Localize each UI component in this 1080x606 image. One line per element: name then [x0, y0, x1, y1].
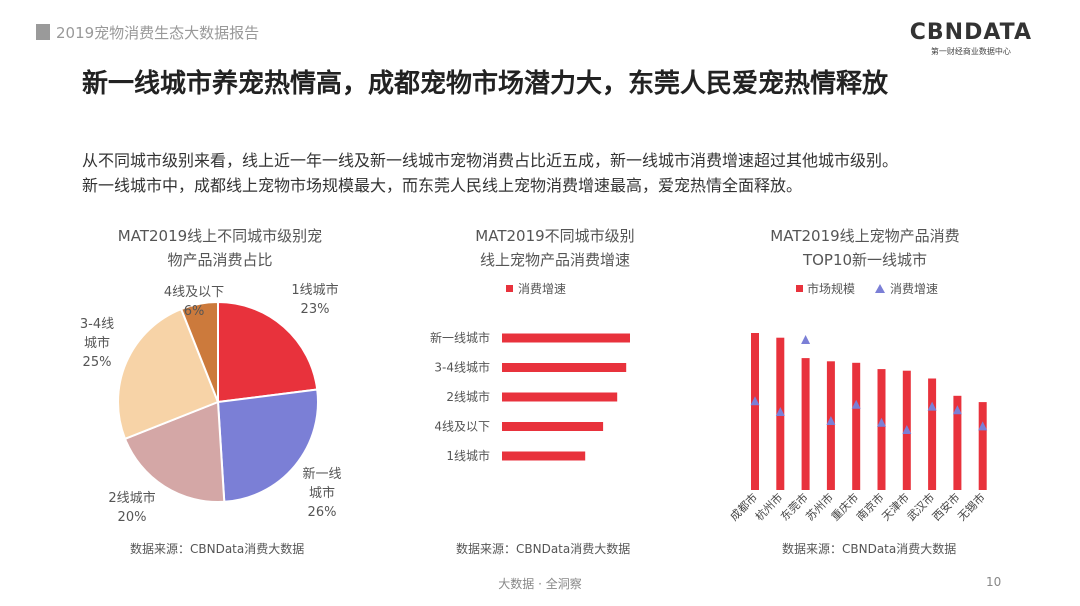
vbar-category-label: 无锡市 [955, 490, 988, 523]
pie-title-line-1: MAT2019线上不同城市级别宠 [117, 227, 323, 245]
logo-sub: 第一财经商业数据中心 [930, 47, 1011, 56]
vbar-category-label: 天津市 [879, 490, 912, 523]
vbar-category-label: 成都市 [727, 490, 760, 523]
pie-label-text: 4线及以下 [164, 285, 224, 300]
hbar-category-label: 1线城市 [446, 448, 490, 463]
vbar-bar-3 [826, 361, 835, 490]
vbar-bar-2 [801, 358, 810, 490]
pie-slice-1 [216, 388, 319, 503]
vbar-bar-5 [877, 369, 886, 490]
hbar-bar-2 [502, 392, 618, 402]
pie-label-text: 2线城市 [108, 490, 155, 506]
pie-chart-source: 数据来源：CBNData消费大数据 [130, 542, 305, 556]
pie-label-text: 23% [301, 302, 330, 317]
vbar-category-label: 南京市 [853, 490, 886, 523]
pie-label-1: 新一线城市 26% [302, 466, 341, 520]
vbar-marker-8 [952, 405, 962, 415]
vbar-marker-7 [927, 401, 937, 411]
hbar-category-label: 4线及以下 [434, 420, 490, 434]
hbar-bar-3 [502, 422, 604, 431]
vbar-title-line-2: TOP10新一线城市 [802, 251, 928, 269]
logo-main: CBNDATA [909, 20, 1032, 45]
pie-chart-title: MAT2019线上不同城市级别宠 物产品消费占比 [60, 224, 380, 272]
description-line-2: 新一线城市中，成都线上宠物市场规模最大，而东莞人民线上宠物消费增速最高，爱宠热情… [82, 176, 803, 195]
vbar-category-label: 重庆市 [828, 490, 861, 523]
vbar-legend-label-size: 市场规模 [807, 281, 855, 296]
hbar-bar-4 [502, 451, 586, 461]
pie-label-text: 城市 [309, 485, 335, 501]
pie-label-4: 4线及以下 6% [164, 285, 224, 319]
vbar-category-label: 杭州市 [752, 490, 785, 523]
pie-label-text: 1线城市 [291, 282, 338, 298]
vbar-marker-5 [877, 417, 886, 427]
hbar-category-label: 新一线城市 [430, 330, 490, 345]
vbar-marker-1 [775, 407, 785, 416]
vbar-category-label: 苏州市 [803, 490, 836, 523]
pie-slice-4 [179, 300, 219, 403]
hbar-legend-label: 消费增速 [518, 282, 566, 296]
vbar-marker-9 [978, 421, 988, 431]
vbar-marker-0 [750, 396, 760, 406]
report-title: 2019宠物消费生态大数据报告 [56, 24, 260, 42]
vbar-marker-3 [826, 416, 836, 425]
pie-title-line-2: 物产品消费占比 [167, 251, 273, 269]
hbar-chart-source: 数据来源：CBNData消费大数据 [456, 542, 631, 556]
vbar-bar-8 [953, 395, 962, 490]
vbar-legend-swatch-size [796, 285, 803, 292]
vbar-legend-label-growth: 消费增速 [890, 282, 938, 296]
pie-slice-0 [217, 300, 319, 404]
pie-label-text: 26% [308, 505, 337, 520]
vbar-category-label: 西安市 [929, 490, 962, 523]
hbar-bar-1 [502, 363, 627, 372]
vbar-marker-4 [851, 399, 861, 409]
vbar-category-label: 东莞市 [777, 490, 810, 523]
header-bar [36, 24, 50, 40]
vbar-bar-0 [751, 333, 759, 490]
description-line-1: 从不同城市级别来看，线上近一年一线及新一线城市宠物消费占比近五成，新一线城市消费… [82, 151, 899, 170]
pie-label-0: 1线城市 23% [291, 282, 338, 317]
hbar-title-line-1: MAT2019不同城市级别 [475, 227, 635, 245]
vbar-category-label: 武汉市 [904, 490, 937, 523]
vbar-bar-9 [978, 402, 987, 490]
vbar-bar-7 [928, 378, 937, 490]
vbar-title-line-1: MAT2019线上宠物产品消费 [770, 227, 960, 245]
pie-label-text: 新一线 [302, 466, 341, 482]
hbar-chart-title: MAT2019不同城市级别 线上宠物产品消费增速 [395, 224, 715, 272]
vbar-bar-4 [852, 362, 861, 490]
hbar-bar-0 [502, 333, 630, 343]
footer-text: 大数据 · 全洞察 [498, 577, 582, 591]
pie-label-text: 3-4线 [80, 317, 114, 332]
pie-label-text: 6% [184, 304, 205, 319]
vbar-marker-2 [801, 335, 811, 344]
hbar-category-label: 3-4线城市 [434, 360, 490, 375]
hbar-legend-swatch [506, 285, 513, 292]
page-number: 10 [986, 575, 1002, 589]
pie-label-text: 20% [118, 510, 147, 525]
vbar-marker-6 [902, 425, 912, 434]
page-headline: 新一线城市养宠热情高，成都宠物市场潜力大，东莞人民爱宠热情释放 [82, 69, 889, 99]
hbar-title-line-2: 线上宠物产品消费增速 [479, 251, 630, 269]
logo: CBNDATA 第一财经商业数据中心 [910, 20, 1032, 57]
pie-label-2: 2线城市 20% [108, 490, 155, 525]
pie-label-text: 城市 [84, 335, 110, 351]
pie-label-text: 25% [83, 355, 112, 370]
description: 从不同城市级别来看，线上近一年一线及新一线城市宠物消费占比近五成，新一线城市消费… [82, 148, 1022, 198]
pie-slice-2 [123, 400, 226, 503]
hbar-category-label: 2线城市 [446, 389, 490, 404]
vbar-chart-source: 数据来源：CBNData消费大数据 [782, 542, 957, 556]
vbar-chart-title: MAT2019线上宠物产品消费 TOP10新一线城市 [705, 224, 1025, 272]
pie-label-3: 3-4线城市 25% [80, 317, 114, 370]
vbar-legend-triangle-icon [875, 284, 885, 293]
